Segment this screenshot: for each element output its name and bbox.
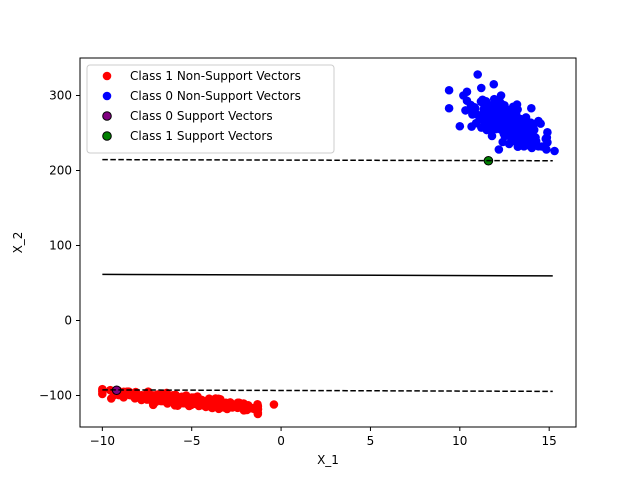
legend-label: Class 1 Support Vectors: [130, 129, 273, 143]
scatter-point: [130, 388, 139, 398]
scatter-point: [444, 85, 454, 95]
scatter-point: [468, 104, 477, 114]
scatter-point: [178, 398, 188, 408]
scatter-point: [543, 127, 552, 137]
scatter-point: [497, 106, 506, 116]
legend-marker: [102, 71, 112, 81]
x-tick-label: 10: [452, 434, 467, 448]
scatter-point: [537, 142, 547, 151]
legend-label: Class 1 Non-Support Vectors: [130, 69, 301, 83]
scatter-point: [490, 119, 500, 129]
scatter-point: [498, 137, 508, 147]
scatter-point: [461, 106, 470, 115]
scatter-point: [502, 116, 512, 125]
scatter-point: [228, 401, 238, 411]
scatter-point: [444, 103, 454, 113]
y-axis-label: X_2: [11, 232, 25, 254]
lower-margin-line: [102, 389, 553, 393]
scatter-point: [529, 125, 539, 135]
scatter-point: [249, 404, 259, 414]
x-tick-label: 5: [367, 434, 375, 448]
scatter-point: [158, 393, 168, 403]
scatter-point: [106, 394, 116, 403]
legend-label: Class 0 Non-Support Vectors: [130, 89, 301, 103]
x-axis-label: X_1: [317, 453, 339, 467]
scatter-point: [527, 103, 536, 113]
scatter-point: [521, 113, 531, 122]
y-tick-label: 200: [49, 164, 72, 178]
scatter-point: [462, 87, 472, 97]
x-tick-label: 0: [277, 434, 285, 448]
legend-marker: [102, 111, 112, 121]
legend: Class 1 Non-Support Vectors Class 0 Non-S…: [86, 64, 335, 154]
scatter-point: [499, 129, 509, 139]
legend-label: Class 0 Support Vectors: [130, 109, 273, 123]
scatter-point: [169, 397, 179, 406]
scatter-point: [478, 98, 487, 108]
scatter-point: [494, 145, 504, 154]
scatter-point: [487, 106, 497, 116]
scatter-point: [534, 116, 543, 126]
x-tick-label: −10: [90, 434, 115, 448]
scatter-point: [480, 110, 490, 120]
scatter-point: [455, 121, 465, 131]
scatter-point: [541, 134, 551, 144]
legend-marker: [102, 131, 112, 141]
scatter-point: [476, 83, 486, 93]
scatter-point: [204, 394, 214, 403]
scatter-point: [473, 70, 482, 79]
y-tick-label: 300: [49, 89, 72, 103]
y-tick-label: 100: [49, 239, 72, 253]
legend-marker: [102, 91, 112, 101]
scatter-point: [237, 400, 247, 409]
x-tick-label: 15: [542, 434, 557, 448]
scatter-point: [98, 389, 107, 399]
scatter-point: [489, 79, 499, 89]
scatter-point: [487, 131, 497, 141]
scatter-point: [518, 139, 527, 148]
scatter-point: [207, 401, 216, 411]
decision-boundary-line: [102, 273, 553, 277]
legend-box: [86, 64, 335, 154]
scatter-point: [269, 400, 279, 409]
scatter-point: [148, 394, 157, 404]
y-tick-label: −100: [39, 389, 72, 403]
scatter-point: [494, 94, 504, 104]
y-tick-label: 0: [64, 314, 72, 328]
upper-margin-line: [102, 158, 553, 162]
scatter-point: [512, 100, 522, 109]
scatter-point: [219, 403, 229, 412]
scatter-point: [467, 122, 476, 131]
scatter-point: [550, 146, 559, 156]
scatter-point: [462, 96, 472, 106]
scatter-point: [137, 391, 146, 401]
x-tick-label: −5: [183, 434, 201, 448]
scatter-point: [198, 400, 207, 410]
scatter-point: [510, 128, 519, 137]
scatter-point: [510, 112, 520, 121]
scatter-point: [187, 400, 197, 409]
scatter-point: [531, 133, 540, 142]
axes-frame: [79, 57, 577, 428]
